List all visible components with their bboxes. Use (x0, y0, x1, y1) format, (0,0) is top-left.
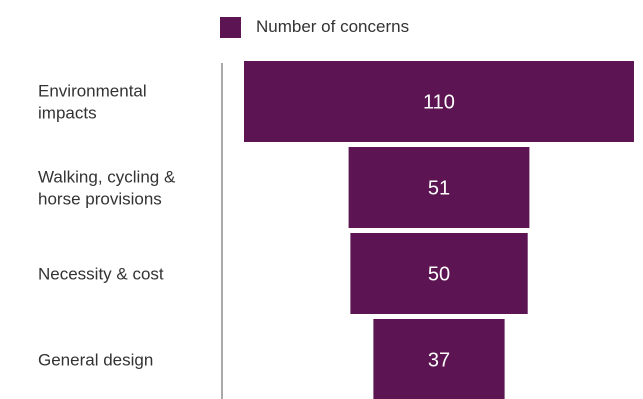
category-label-2-line-0: Necessity & cost (38, 265, 164, 284)
bar-3 (373, 319, 505, 399)
category-label-0: Environmental impacts (38, 82, 147, 123)
data-label-0: 110 (423, 92, 455, 114)
category-label-1-line-1: horse provisions (38, 190, 162, 209)
legend-swatch (220, 16, 241, 38)
data-label-3: 37 (428, 350, 450, 372)
category-label-3-line-0: General design (38, 351, 153, 370)
legend: Number of concerns (220, 15, 409, 39)
bar-0 (244, 61, 634, 142)
data-label-2: 50 (428, 264, 450, 286)
category-label-3: General design (38, 351, 153, 370)
category-label-1-line-0: Walking, cycling & (38, 168, 176, 187)
category-label-0-line-0: Environmental (38, 82, 147, 101)
category-label-1: Walking, cycling & horse provisions (38, 168, 176, 209)
bar-1 (348, 147, 530, 228)
data-label-1: 51 (428, 178, 450, 200)
category-label-2: Necessity & cost (38, 265, 164, 284)
category-label-0-line-1: impacts (38, 104, 97, 123)
legend-label: Number of concerns (256, 17, 410, 36)
bar-2 (350, 233, 528, 314)
